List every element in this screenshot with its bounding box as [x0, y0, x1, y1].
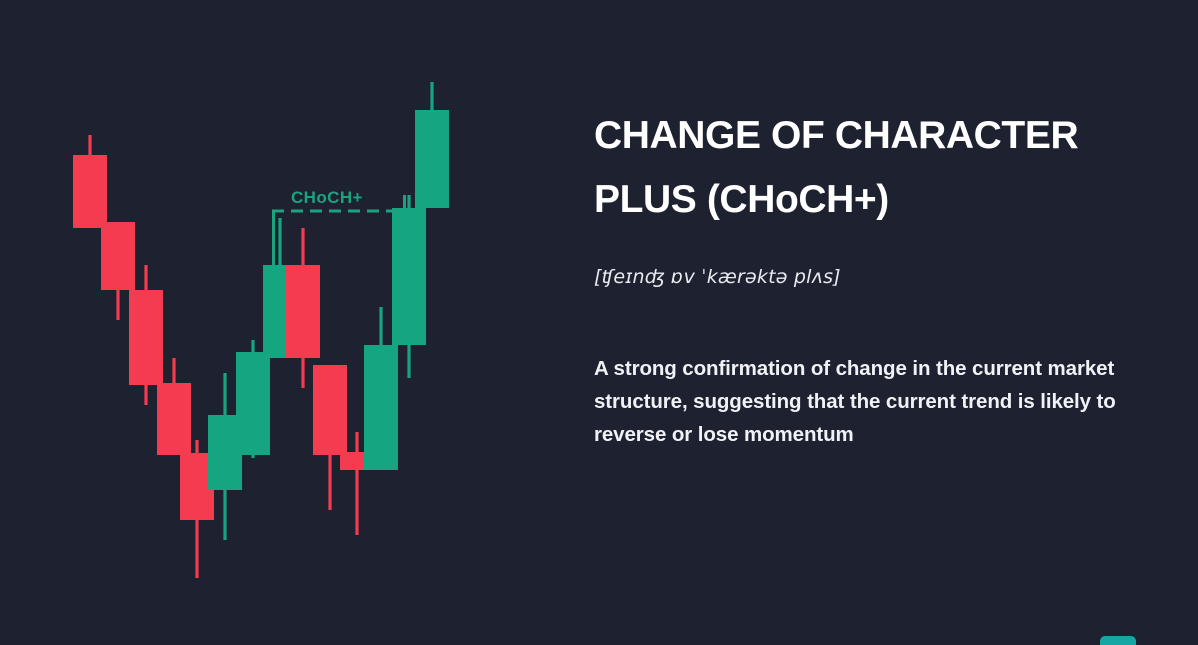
phonetic-transcription: [ʧeɪnʤ ɒv ˈkærəktə plʌs]: [594, 266, 841, 288]
candle-series: [73, 82, 449, 578]
choch-plus-label: CHoCH+: [291, 188, 363, 207]
candle-body: [364, 345, 398, 470]
candle-wick: [355, 432, 359, 535]
title-line-2: PLUS (CHoCH+): [594, 178, 889, 221]
candle-body: [101, 222, 135, 290]
candlestick-svg: CHoCH+: [73, 82, 449, 578]
definition-text: A strong confirmation of change in the c…: [594, 357, 1116, 446]
title-line-1: CHANGE OF CHARACTER: [594, 114, 1079, 157]
candle-body: [73, 155, 107, 228]
candle-body: [286, 265, 320, 358]
candle-body: [313, 365, 347, 455]
choch-annotation: [272, 195, 406, 266]
candlestick-chart: CHoCH+: [0, 0, 560, 645]
candle-body: [392, 208, 426, 345]
candle-body: [236, 352, 270, 455]
corner-accent-mark: [1100, 636, 1136, 645]
candle-body: [157, 383, 191, 455]
candle-body: [415, 110, 449, 208]
candle-body: [129, 290, 163, 385]
text-panel: CHANGE OF CHARACTER PLUS (CHoCH+) [ʧeɪnʤ…: [594, 0, 1198, 645]
page-title: CHANGE OF CHARACTER PLUS (CHoCH+): [594, 104, 1198, 232]
